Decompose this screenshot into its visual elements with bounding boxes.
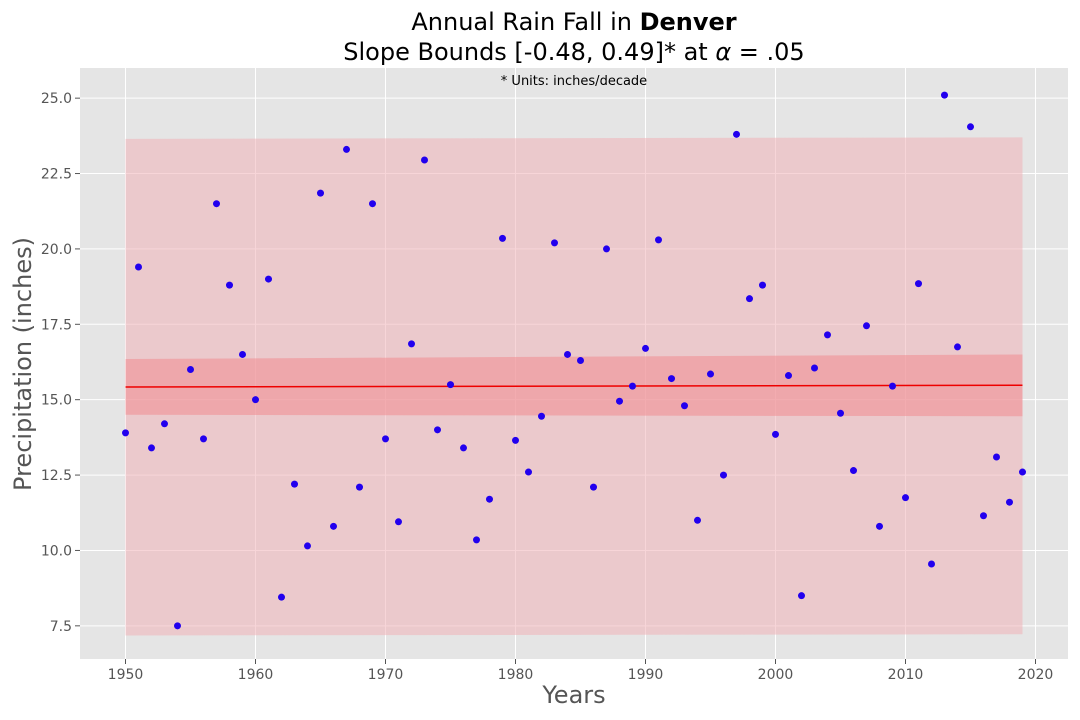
- data-point: [213, 200, 220, 208]
- data-point: [603, 245, 610, 253]
- data-point: [382, 435, 389, 443]
- data-point: [928, 560, 935, 568]
- data-point: [330, 522, 337, 530]
- y-tick-label: 22.5: [41, 167, 72, 183]
- y-tick-label: 10.0: [41, 543, 72, 559]
- data-point: [772, 430, 779, 438]
- data-point: [577, 356, 584, 364]
- data-point: [486, 495, 493, 503]
- data-point: [317, 189, 324, 197]
- data-point: [993, 453, 1000, 461]
- data-point: [304, 542, 311, 550]
- chart-subtitle: Slope Bounds [-0.48, 0.49]* at α = .05: [343, 38, 804, 66]
- x-tick-label: 1990: [628, 667, 664, 683]
- data-point: [265, 275, 272, 283]
- data-point: [148, 444, 155, 452]
- data-point: [746, 295, 753, 303]
- data-point: [460, 444, 467, 452]
- trend-line: [125, 384, 1023, 388]
- y-tick-label: 12.5: [41, 468, 72, 484]
- data-point: [200, 435, 207, 443]
- data-point: [629, 382, 636, 390]
- data-point: [252, 396, 259, 404]
- data-point: [941, 91, 948, 99]
- data-point: [915, 280, 922, 288]
- data-point: [1019, 468, 1026, 476]
- tick-labels: 1950 1960 1970 1980 1990 2000 2010 2020 7.5 10.0 1…: [41, 91, 1053, 683]
- data-point: [538, 412, 545, 420]
- data-point: [694, 516, 701, 524]
- data-point: [343, 145, 350, 153]
- data-point: [980, 512, 987, 520]
- y-axis-label: Precipitation (inches): [9, 237, 37, 491]
- data-point: [850, 467, 857, 475]
- data-point: [863, 322, 870, 330]
- data-point: [512, 436, 519, 444]
- data-point: [590, 483, 597, 491]
- data-point: [720, 471, 727, 479]
- data-point: [967, 123, 974, 131]
- data-point: [681, 402, 688, 410]
- data-point: [902, 494, 909, 502]
- x-axis-label: Years: [541, 681, 605, 709]
- data-point: [837, 409, 844, 417]
- data-point: [785, 372, 792, 380]
- data-point: [642, 344, 649, 352]
- data-point: [395, 518, 402, 526]
- data-point: [1006, 498, 1013, 506]
- data-point: [876, 522, 883, 530]
- data-point: [369, 200, 376, 208]
- data-point: [811, 364, 818, 372]
- data-point: [889, 382, 896, 390]
- data-point: [447, 381, 454, 389]
- data-point: [733, 130, 740, 138]
- y-tick-label: 15.0: [41, 393, 72, 409]
- data-point: [226, 281, 233, 289]
- y-tick-label: 25.0: [41, 91, 72, 107]
- data-point: [525, 468, 532, 476]
- data-point: [122, 429, 129, 437]
- data-points: [122, 91, 1026, 630]
- data-point: [473, 536, 480, 544]
- data-point: [239, 350, 246, 358]
- data-point: [434, 426, 441, 434]
- data-point: [135, 263, 142, 271]
- y-tick-label: 20.0: [41, 242, 72, 258]
- data-point: [655, 236, 662, 244]
- data-point: [499, 234, 506, 242]
- x-tick-label: 2010: [888, 667, 924, 683]
- data-point: [954, 343, 961, 351]
- data-point: [616, 397, 623, 405]
- inner-confidence-band: [125, 354, 1023, 417]
- data-point: [174, 622, 181, 630]
- data-point: [408, 340, 415, 348]
- data-point: [564, 350, 571, 358]
- data-point: [668, 375, 675, 383]
- units-annotation: * Units: inches/decade: [501, 74, 647, 89]
- y-tick-label: 17.5: [41, 317, 72, 333]
- data-point: [551, 239, 558, 247]
- data-point: [278, 593, 285, 601]
- data-point: [798, 592, 805, 600]
- data-point: [707, 370, 714, 378]
- x-tick-label: 1950: [108, 667, 144, 683]
- y-tick-label: 7.5: [50, 619, 72, 635]
- data-point: [759, 281, 766, 289]
- data-point: [824, 331, 831, 339]
- data-point: [421, 156, 428, 164]
- x-tick-label: 2000: [758, 667, 794, 683]
- data-point: [356, 483, 363, 491]
- chart-title: Annual Rain Fall in Denver: [411, 8, 736, 36]
- data-point: [161, 420, 168, 428]
- data-point: [291, 480, 298, 488]
- x-tick-label: 1970: [368, 667, 404, 683]
- x-tick-label: 2020: [1018, 667, 1054, 683]
- trend-line-group: [125, 384, 1023, 388]
- x-tick-label: 1960: [238, 667, 274, 683]
- data-point: [187, 366, 194, 374]
- x-tick-label: 1980: [498, 667, 534, 683]
